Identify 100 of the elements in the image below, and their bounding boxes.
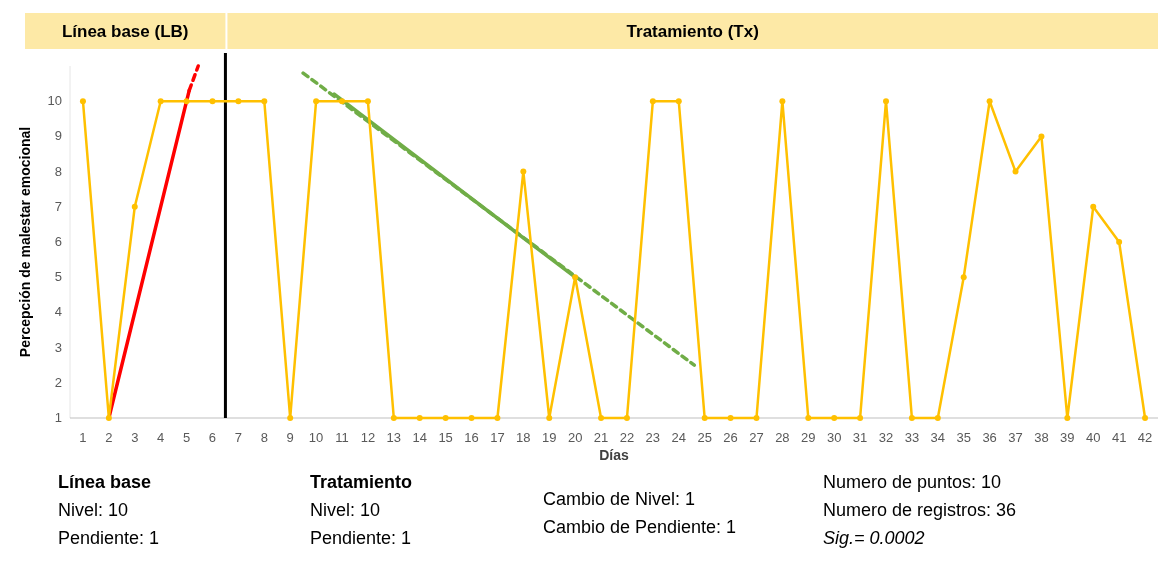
point	[675, 98, 682, 105]
x-tick-label: 16	[464, 430, 479, 445]
y-tick-label: 8	[54, 163, 62, 179]
text: Nivel: 10	[58, 500, 129, 520]
x-tick-label: 7	[234, 430, 242, 445]
x-tick-label: 14	[412, 430, 427, 445]
x-tick-label: 25	[697, 430, 712, 445]
point	[235, 98, 242, 105]
point	[105, 415, 112, 421]
x-tick-label: 39	[1060, 430, 1075, 445]
x-tick-label: 30	[826, 430, 842, 445]
x-tick-label: 13	[386, 430, 402, 445]
point	[183, 98, 190, 105]
y-tick-label: 5	[54, 269, 62, 285]
point	[209, 98, 216, 105]
point	[1012, 168, 1019, 175]
x-tick-label: 42	[1137, 430, 1153, 445]
text: Sig.= 0.0002	[823, 528, 925, 548]
x-tick-label: 6	[208, 430, 217, 445]
y-tick-label: 1	[54, 410, 62, 425]
x-tick-label: 33	[904, 430, 920, 445]
text: Pendiente: 1	[310, 528, 412, 548]
point	[934, 415, 941, 421]
text: Nivel: 10	[310, 500, 381, 520]
point	[831, 415, 838, 421]
x-tick-label: 2	[105, 430, 113, 445]
x-tick-label: 40	[1086, 430, 1101, 445]
x-tick-label: 19	[542, 430, 557, 445]
x-tick-label: 18	[516, 430, 531, 445]
x-tick-label: 38	[1034, 430, 1049, 445]
x-tick-label: 15	[438, 430, 453, 445]
point	[1038, 133, 1045, 140]
x-tick-label: 1	[79, 430, 87, 445]
y-tick-label: 4	[54, 304, 62, 320]
x-tick-label: 22	[619, 430, 635, 445]
x-tick-label: 10	[308, 430, 324, 445]
point	[779, 98, 786, 105]
point	[1142, 415, 1149, 421]
point	[468, 415, 475, 421]
x-tick-label: 32	[878, 430, 894, 445]
point	[313, 98, 320, 105]
y-axis-title: Percepción de malestar emocional	[17, 126, 33, 358]
x-tick-label: 4	[157, 430, 165, 445]
y-tick-label: 3	[54, 339, 62, 355]
point	[546, 415, 553, 421]
point	[131, 203, 138, 210]
y-tick-label: 7	[54, 198, 62, 214]
text: Cambio de Pendiente: 1	[543, 517, 737, 537]
point	[287, 415, 294, 421]
point	[1116, 239, 1123, 245]
x-tick-label: 26	[723, 430, 738, 445]
x-tick-label: 21	[593, 430, 609, 445]
text: Numero de registros: 36	[823, 500, 1017, 520]
point	[494, 415, 501, 421]
point	[623, 415, 630, 421]
point	[442, 415, 449, 421]
point	[1090, 203, 1097, 210]
point	[1064, 415, 1071, 421]
text: Cambio de Nivel: 1	[543, 489, 696, 509]
text: Línea base (LB)	[61, 22, 189, 41]
point	[416, 415, 423, 421]
point	[649, 98, 656, 105]
point	[339, 98, 345, 105]
x-tick-label: 29	[801, 430, 816, 445]
point	[960, 274, 967, 281]
point	[908, 415, 915, 421]
x-tick-label: 35	[956, 430, 971, 445]
y-tick-label: 10	[47, 93, 62, 109]
text: Línea base	[58, 472, 152, 492]
y-tick-label: 9	[54, 128, 62, 144]
x-axis-title: Días	[599, 447, 629, 463]
point	[79, 98, 86, 105]
x-tick-label: 37	[1008, 430, 1023, 445]
point	[701, 415, 708, 421]
point	[572, 274, 579, 281]
text: Tratamiento	[310, 472, 413, 492]
point	[857, 415, 864, 421]
y-tick-label: 2	[54, 374, 62, 390]
point	[805, 415, 812, 421]
point	[261, 98, 268, 105]
point	[364, 98, 371, 105]
x-tick-label: 12	[360, 430, 376, 445]
x-tick-label: 3	[131, 430, 139, 445]
point	[753, 415, 760, 421]
y-tick-label: 6	[54, 234, 62, 249]
text: Numero de puntos: 10	[823, 472, 1002, 492]
x-tick-label: 34	[930, 430, 946, 445]
x-tick-label: 41	[1111, 430, 1127, 445]
point	[986, 98, 993, 105]
text: Tratamiento (Tx)	[626, 22, 759, 41]
x-tick-label: 27	[749, 430, 764, 445]
x-tick-label: 23	[645, 430, 661, 445]
point	[883, 98, 889, 105]
x-tick-label: 9	[286, 430, 294, 445]
x-tick-label: 11	[335, 430, 349, 445]
text: Pendiente: 1	[58, 528, 160, 548]
point	[520, 168, 527, 175]
point	[157, 98, 164, 105]
point	[390, 415, 397, 421]
line-series	[79, 98, 1149, 421]
